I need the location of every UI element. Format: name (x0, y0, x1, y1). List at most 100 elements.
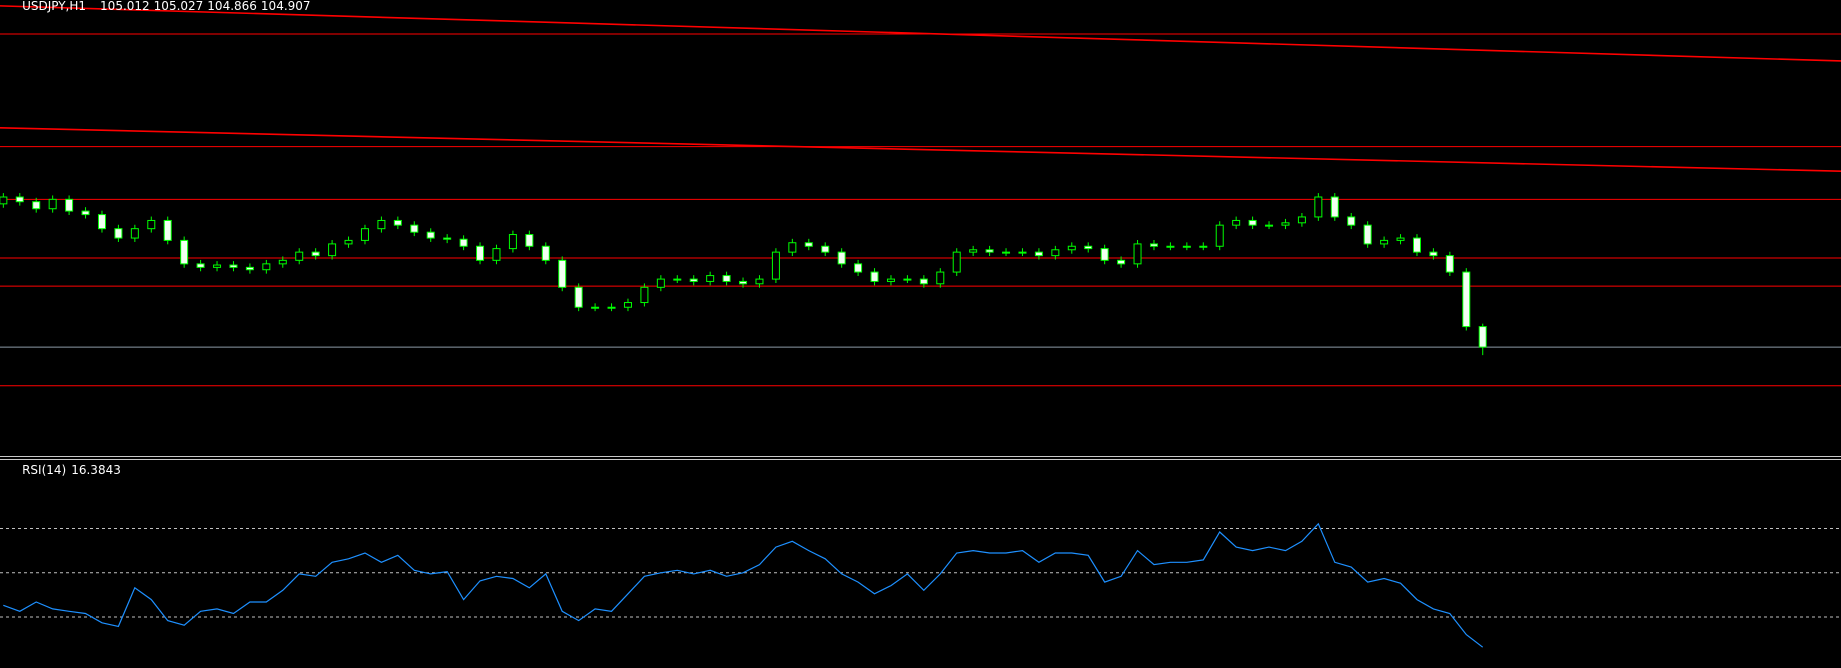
candle-body (1002, 251, 1011, 254)
candle-body (722, 275, 731, 282)
candle-body (147, 219, 156, 230)
candle-body (1067, 245, 1076, 251)
candle-body (1380, 239, 1389, 245)
candle-body (591, 306, 600, 309)
candle-body (1412, 237, 1421, 253)
candle-body (410, 224, 419, 233)
candle-body (1199, 245, 1208, 248)
candle-body (1051, 249, 1060, 257)
candle-body (673, 278, 682, 281)
candle-body (886, 278, 895, 282)
candle-body (1133, 243, 1142, 265)
candle-body (344, 239, 353, 245)
candle-body (311, 251, 320, 257)
candle-body (97, 214, 106, 230)
price-header: USDJPY,H1 105.012 105.027 104.866 104.907 (3, 0, 322, 13)
candle-body (854, 263, 863, 273)
open-value: 105.012 (100, 0, 150, 13)
candle-body (443, 237, 452, 240)
candle-body (476, 245, 485, 261)
rsi-title: RSI(14) (22, 463, 66, 477)
candle-body (1034, 251, 1043, 257)
candle-body (229, 264, 238, 268)
candle-body (870, 271, 879, 282)
candle-body (1166, 245, 1175, 248)
candle-body (130, 228, 139, 239)
candle-body (656, 278, 665, 288)
candle-body (1478, 326, 1487, 348)
candle-body (739, 280, 748, 285)
candle-body (32, 201, 41, 210)
candle-body (360, 228, 369, 241)
candle-body (1100, 248, 1109, 261)
candle-body (508, 234, 517, 250)
candle-body (48, 198, 57, 210)
candle-body (919, 278, 928, 285)
candle-body (1265, 224, 1274, 227)
candle-body (903, 278, 912, 281)
candle-body (1215, 224, 1224, 247)
candle-body (541, 245, 550, 261)
candle-body (196, 263, 205, 268)
candle-body (969, 249, 978, 253)
candle-body (1117, 259, 1126, 265)
candle-body (837, 251, 846, 265)
candle-body (15, 196, 24, 203)
candle-body (1084, 245, 1093, 250)
candle-body (1396, 237, 1405, 241)
candle-body (1330, 196, 1339, 218)
candle-body (1281, 222, 1290, 226)
candle-body (459, 238, 468, 247)
candle-body (525, 234, 534, 247)
candle-body (952, 251, 961, 273)
rsi-header: RSI(14) 16.3843 (3, 463, 132, 477)
candle-body (936, 271, 945, 285)
candle-body (377, 219, 386, 230)
candle-body (163, 219, 172, 241)
candle-body (623, 302, 632, 308)
candle-body (689, 278, 698, 282)
candle-body (0, 196, 8, 205)
candle-body (65, 198, 74, 212)
candle-body (1429, 251, 1438, 257)
candle-body (1232, 219, 1241, 226)
candle-body (180, 239, 189, 265)
candle-body (213, 264, 222, 268)
trend-line (0, 5, 1841, 62)
candle-body (262, 263, 271, 271)
candle-body (1018, 251, 1027, 254)
symbol-title: USDJPY,H1 (22, 0, 86, 13)
candle-body (821, 245, 830, 253)
low-value: 104.866 (207, 0, 257, 13)
candle-body (295, 251, 304, 261)
candle-body (574, 286, 583, 308)
high-value: 105.027 (154, 0, 204, 13)
rsi-panel (0, 522, 1841, 648)
candle-body (1347, 216, 1356, 226)
rsi-line (3, 522, 1484, 648)
rsi-value: 16.3843 (71, 463, 121, 477)
candle-body (1363, 224, 1372, 245)
candle-body (804, 242, 813, 247)
candle-body (426, 231, 435, 239)
candle-body (245, 266, 254, 271)
candle-body (1248, 219, 1257, 226)
candle-body (706, 275, 715, 282)
candle-body (278, 259, 287, 265)
candle-body (1445, 255, 1454, 273)
candle-body (114, 228, 123, 239)
candle-body (755, 278, 764, 285)
candle-body (985, 249, 994, 253)
close-value: 104.907 (261, 0, 311, 13)
candle-body (328, 243, 337, 257)
candle-body (607, 306, 616, 309)
candle-body (771, 251, 780, 280)
candle-body (492, 248, 501, 261)
candle-body (1297, 216, 1306, 224)
candle-body (640, 286, 649, 304)
candle-body (1182, 245, 1191, 248)
candle-body (393, 219, 402, 226)
